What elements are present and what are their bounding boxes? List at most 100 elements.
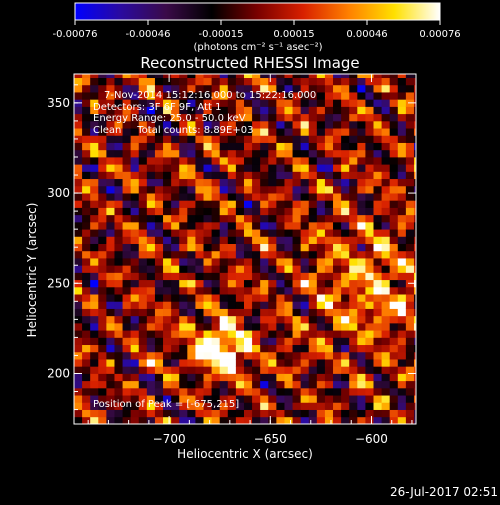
timestamp: 26-Jul-2017 02:51 <box>390 485 498 499</box>
heatmap-cell <box>276 409 285 418</box>
heatmap-cell <box>349 156 358 165</box>
heatmap-cell <box>405 294 415 302</box>
heatmap-cell <box>405 178 415 187</box>
heatmap-cell <box>349 315 358 324</box>
x-tick-label: −650 <box>254 432 287 446</box>
heatmap-cell <box>90 106 99 115</box>
heatmap-cell <box>284 142 293 151</box>
heatmap-cell <box>373 258 382 266</box>
heatmap-cell <box>381 106 391 115</box>
heatmap-cell <box>106 409 115 418</box>
heatmap-cell <box>357 84 366 93</box>
heatmap-cell <box>284 106 293 115</box>
heatmap-cell <box>284 294 293 302</box>
heatmap-cell <box>292 84 302 93</box>
heatmap-cell <box>349 200 358 208</box>
heatmap-cell <box>82 279 91 288</box>
heatmap-cell <box>90 322 99 331</box>
heatmap-cell <box>349 322 358 331</box>
heatmap-cell <box>381 409 391 418</box>
heatmap-cell <box>405 84 415 93</box>
heatmap-cell <box>203 77 212 86</box>
heatmap-cell <box>179 120 188 129</box>
heatmap-cell <box>106 402 115 410</box>
heatmap-cell <box>389 272 399 281</box>
heatmap-cell <box>171 221 180 230</box>
heatmap-cell <box>284 77 293 86</box>
heatmap-cell <box>300 315 310 324</box>
heatmap-cell <box>284 92 293 100</box>
heatmap-cell <box>260 294 269 302</box>
heatmap-cell <box>154 380 164 389</box>
heatmap-cell <box>138 337 148 346</box>
heatmap-cell <box>268 120 277 129</box>
colorbar-tick-label: 0.00046 <box>346 29 387 40</box>
heatmap-cell <box>341 402 350 410</box>
heatmap-cell <box>300 142 310 151</box>
heatmap-cell <box>324 84 334 93</box>
heatmap-cell <box>333 387 342 396</box>
heatmap-cell <box>365 229 374 237</box>
heatmap-cell <box>195 84 204 93</box>
heatmap-cell <box>98 113 107 122</box>
heatmap-cell <box>98 128 107 136</box>
heatmap-cell <box>333 243 342 252</box>
heatmap-cell <box>243 416 253 424</box>
heatmap-cell <box>381 416 391 424</box>
heatmap-cell <box>122 200 132 208</box>
heatmap-cell <box>195 315 204 324</box>
heatmap-cell <box>300 395 310 403</box>
heatmap-cell <box>381 74 391 79</box>
heatmap-cell <box>373 351 382 360</box>
heatmap-cell <box>252 294 261 302</box>
heatmap-cell <box>227 113 237 122</box>
heatmap-cell <box>146 272 156 281</box>
heatmap-cell <box>211 120 221 129</box>
heatmap-cell <box>179 207 188 216</box>
heatmap-cell <box>98 142 107 151</box>
heatmap-cell <box>365 236 374 244</box>
heatmap-cell <box>341 77 350 86</box>
heatmap-cell <box>316 77 326 86</box>
heatmap-cell <box>235 92 245 100</box>
heatmap-cell <box>260 128 269 136</box>
heatmap-cell <box>413 207 416 216</box>
heatmap-cell <box>260 92 269 100</box>
heatmap-cell <box>235 207 245 216</box>
heatmap-cell <box>171 322 180 331</box>
heatmap-cell <box>365 308 374 317</box>
heatmap-cell <box>324 229 334 237</box>
heatmap-cell <box>405 409 415 418</box>
heatmap-cell <box>324 258 334 266</box>
heatmap-cell <box>227 149 237 158</box>
heatmap-cell <box>203 74 212 79</box>
heatmap-cell <box>243 258 253 266</box>
heatmap-cell <box>179 84 188 93</box>
heatmap-cell <box>154 185 164 194</box>
heatmap-cell <box>260 77 269 86</box>
heatmap-cell <box>413 171 416 180</box>
heatmap-cell <box>138 279 148 288</box>
heatmap-cell <box>276 106 285 115</box>
heatmap-cell <box>381 330 391 338</box>
heatmap-cell <box>122 84 132 93</box>
heatmap-cell <box>292 380 302 389</box>
heatmap-cell <box>114 106 123 115</box>
heatmap-cell <box>381 236 391 244</box>
heatmap-cell <box>316 322 326 331</box>
heatmap-cell <box>357 380 366 389</box>
heatmap-cell <box>122 99 132 107</box>
heatmap-cell <box>171 214 180 223</box>
heatmap-cell <box>179 243 188 252</box>
heatmap-cell <box>195 265 204 273</box>
heatmap-cell <box>316 120 326 129</box>
heatmap-cell <box>122 315 132 324</box>
heatmap-cell <box>252 330 261 338</box>
heatmap-cell <box>308 74 318 79</box>
heatmap-cell <box>260 351 269 360</box>
heatmap-cell <box>195 258 204 266</box>
heatmap-cell <box>316 106 326 115</box>
heatmap-cell <box>365 373 374 382</box>
heatmap-cell <box>365 200 374 208</box>
heatmap-cell <box>252 229 261 237</box>
